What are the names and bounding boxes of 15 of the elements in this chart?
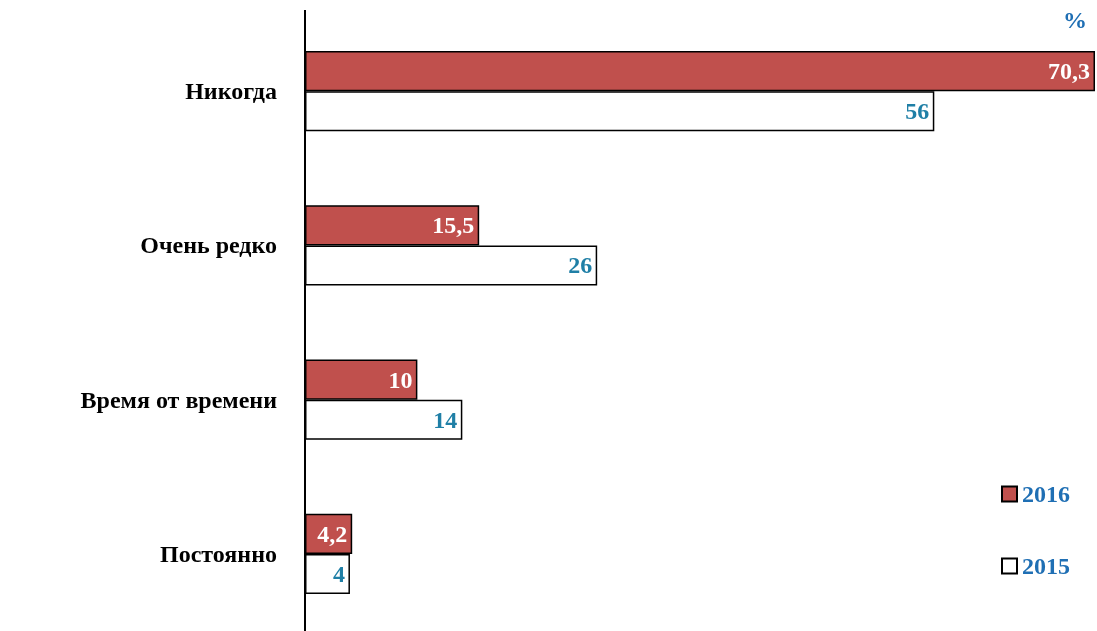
y-tick-label: Никогда [185, 78, 277, 105]
data-label: 4 [332, 560, 345, 587]
data-label: 26 [568, 252, 593, 279]
data-label: 15,5 [432, 212, 475, 239]
legend-label: 2016 [1022, 481, 1070, 507]
data-label: 14 [433, 406, 458, 433]
data-label: 70,3 [1048, 58, 1090, 85]
y-tick-label: Время от времени [80, 386, 278, 413]
legend-label: 2015 [1022, 553, 1070, 579]
y-tick-label: Постоянно [160, 540, 277, 567]
y-tick-label: Очень редко [140, 232, 277, 259]
data-label: 4,2 [317, 520, 348, 547]
data-label: 56 [905, 98, 930, 125]
data-label: 10 [388, 366, 413, 393]
annotation: % [1063, 7, 1087, 33]
